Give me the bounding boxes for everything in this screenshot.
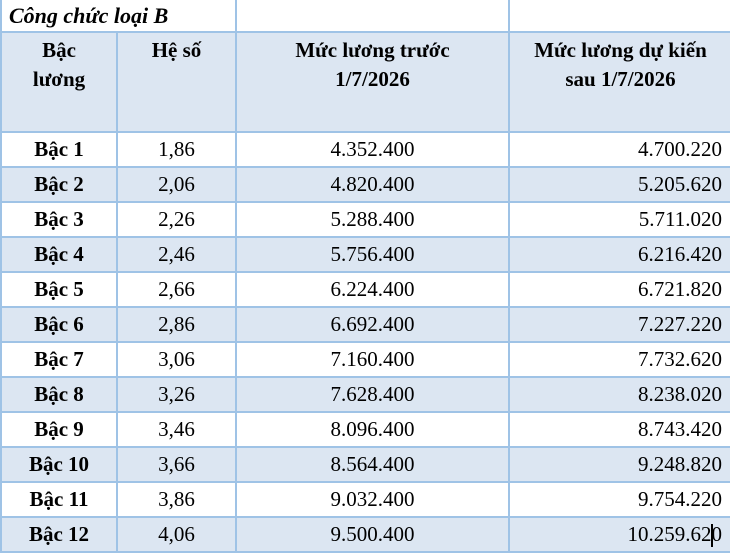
table-row: Bậc 8 3,26 7.628.400 8.238.020 [0, 378, 730, 413]
cell-before: 7.628.400 [237, 378, 511, 413]
cell-coefficient: 2,06 [118, 168, 238, 203]
cell-grade: Bậc 4 [0, 238, 118, 273]
cell-before: 6.224.400 [237, 273, 511, 308]
cell-before: 4.352.400 [237, 133, 511, 168]
cell-before: 5.288.400 [237, 203, 511, 238]
cell-coefficient: 2,66 [118, 273, 238, 308]
cell-coefficient: 3,46 [118, 413, 238, 448]
table-title-row: Công chức loại B [0, 0, 730, 33]
cell-coefficient: 2,86 [118, 308, 238, 343]
cell-after: 9.248.820 [510, 448, 730, 483]
cell-before: 7.160.400 [237, 343, 511, 378]
table-row: Bậc 9 3,46 8.096.400 8.743.420 [0, 413, 730, 448]
cell-after: 5.205.620 [510, 168, 730, 203]
cell-before: 6.692.400 [237, 308, 511, 343]
table-row: Bậc 4 2,46 5.756.400 6.216.420 [0, 238, 730, 273]
cell-before: 5.756.400 [237, 238, 511, 273]
column-header-coefficient: Hệ số [118, 33, 238, 133]
column-header-after: Mức lương dự kiến sau 1/7/2026 [510, 33, 730, 133]
cell-coefficient: 1,86 [118, 133, 238, 168]
cell-coefficient: 3,66 [118, 448, 238, 483]
column-header-before: Mức lương trước 1/7/2026 [237, 33, 511, 133]
column-header-grade: Bậc lương [0, 33, 118, 133]
table-row: Bậc 1 1,86 4.352.400 4.700.220 [0, 133, 730, 168]
table-row: Bậc 12 4,06 9.500.400 10.259.620 [0, 518, 730, 553]
cell-coefficient: 3,86 [118, 483, 238, 518]
cell-after: 4.700.220 [510, 133, 730, 168]
cell-after: 8.238.020 [510, 378, 730, 413]
cell-grade: Bậc 9 [0, 413, 118, 448]
cell-after: 10.259.620 [510, 518, 730, 553]
cell-grade: Bậc 12 [0, 518, 118, 553]
table-header-row: Bậc lương Hệ số Mức lương trước 1/7/2026… [0, 33, 730, 133]
text-cursor [711, 524, 714, 547]
table-row: Bậc 3 2,26 5.288.400 5.711.020 [0, 203, 730, 238]
cell-after: 6.216.420 [510, 238, 730, 273]
cell-grade: Bậc 7 [0, 343, 118, 378]
table-row: Bậc 10 3,66 8.564.400 9.248.820 [0, 448, 730, 483]
title-empty-cell [237, 0, 511, 33]
cell-after: 6.721.820 [510, 273, 730, 308]
cell-grade: Bậc 11 [0, 483, 118, 518]
table-row: Bậc 6 2,86 6.692.400 7.227.220 [0, 308, 730, 343]
cell-grade: Bậc 2 [0, 168, 118, 203]
title-empty-cell [510, 0, 730, 33]
cell-coefficient: 3,26 [118, 378, 238, 413]
table-title: Công chức loại B [0, 0, 238, 33]
cell-grade: Bậc 3 [0, 203, 118, 238]
cell-grade: Bậc 10 [0, 448, 118, 483]
cell-coefficient: 3,06 [118, 343, 238, 378]
cell-after-value: 10.259.620 [627, 522, 723, 546]
cell-after: 5.711.020 [510, 203, 730, 238]
cell-grade: Bậc 1 [0, 133, 118, 168]
table-row: Bậc 5 2,66 6.224.400 6.721.820 [0, 273, 730, 308]
cell-before: 9.032.400 [237, 483, 511, 518]
cell-grade: Bậc 8 [0, 378, 118, 413]
table-row: Bậc 11 3,86 9.032.400 9.754.220 [0, 483, 730, 518]
cell-after: 9.754.220 [510, 483, 730, 518]
cell-after: 7.227.220 [510, 308, 730, 343]
cell-coefficient: 4,06 [118, 518, 238, 553]
cell-before: 4.820.400 [237, 168, 511, 203]
table-row: Bậc 7 3,06 7.160.400 7.732.620 [0, 343, 730, 378]
cell-before: 9.500.400 [237, 518, 511, 553]
table-row: Bậc 2 2,06 4.820.400 5.205.620 [0, 168, 730, 203]
cell-grade: Bậc 6 [0, 308, 118, 343]
cell-grade: Bậc 5 [0, 273, 118, 308]
cell-before: 8.564.400 [237, 448, 511, 483]
cell-coefficient: 2,26 [118, 203, 238, 238]
cell-after: 8.743.420 [510, 413, 730, 448]
cell-coefficient: 2,46 [118, 238, 238, 273]
cell-after: 7.732.620 [510, 343, 730, 378]
cell-before: 8.096.400 [237, 413, 511, 448]
